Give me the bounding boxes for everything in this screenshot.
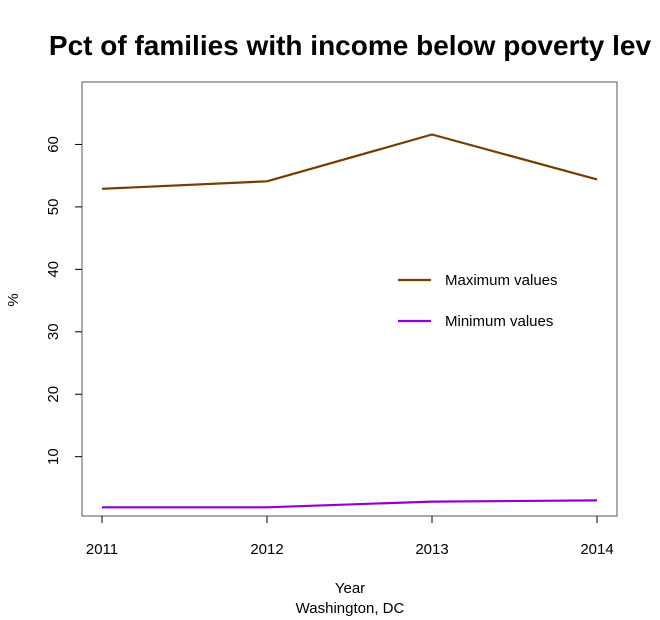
x-axis-label: Year [335, 580, 365, 597]
legend-label: Maximum values [445, 272, 558, 289]
y-tick-label: 30 [45, 323, 62, 340]
x-tick-label: 2014 [580, 541, 613, 558]
y-tick-label: 60 [45, 136, 62, 153]
x-tick-label: 2013 [415, 541, 448, 558]
y-tick-label: 40 [45, 261, 62, 278]
legend-label: Minimum values [445, 313, 553, 330]
y-tick-label: 20 [45, 386, 62, 403]
x-tick-label: 2012 [250, 541, 283, 558]
y-tick-label: 50 [45, 199, 62, 216]
series-layer [101, 133, 598, 509]
series-line [102, 499, 598, 509]
series-line [101, 133, 598, 190]
y-axis-label: % [5, 293, 22, 306]
plot-frame [81, 81, 618, 517]
x-axis: 2011 2012 2013 2014 [86, 516, 614, 558]
x-tick-label: 2011 [86, 541, 118, 558]
y-tick-label: 10 [45, 448, 62, 465]
y-axis: 10 20 30 40 50 60 [45, 136, 82, 465]
x-axis-sublabel: Washington, DC [296, 600, 405, 617]
chart-title: Pct of families with income below povert… [49, 30, 652, 61]
legend: Maximum values Minimum values [398, 272, 558, 330]
